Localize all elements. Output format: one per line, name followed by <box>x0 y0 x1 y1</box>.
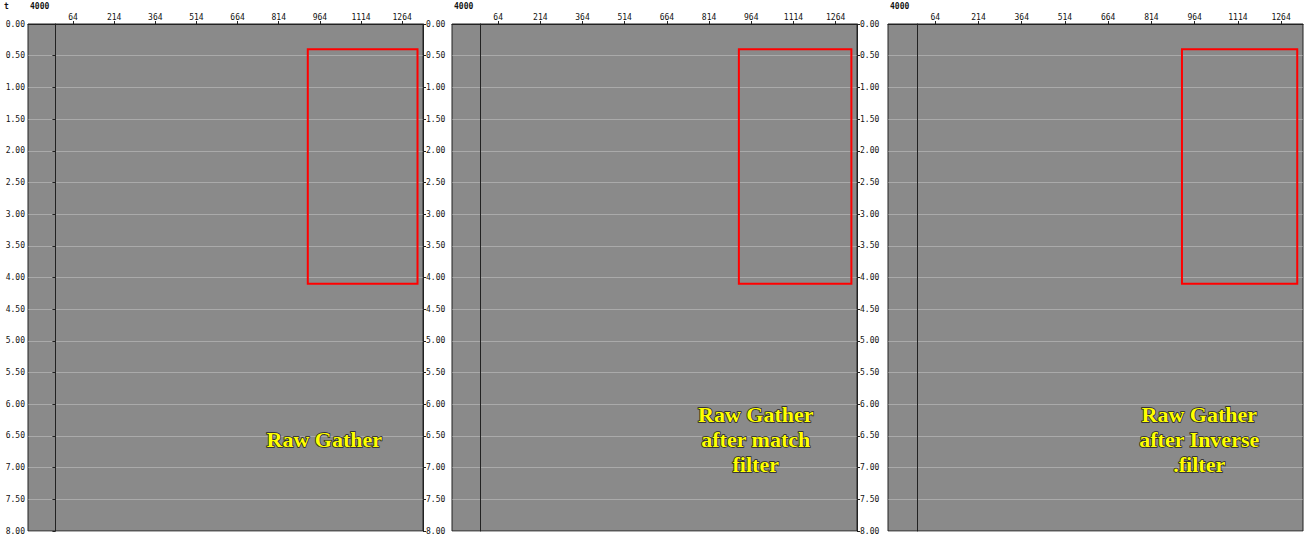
svg-text:514: 514 <box>1058 13 1073 22</box>
svg-text:1.50: 1.50 <box>6 115 25 124</box>
svg-text:5.00: 5.00 <box>426 336 445 345</box>
svg-text:514: 514 <box>617 13 632 22</box>
svg-text:3.50: 3.50 <box>6 241 25 250</box>
svg-text:3.00: 3.00 <box>6 210 25 219</box>
svg-text:964: 964 <box>1187 13 1202 22</box>
svg-text:1114: 1114 <box>784 13 803 22</box>
svg-text:64: 64 <box>930 13 940 22</box>
svg-text:5.00: 5.00 <box>860 336 879 345</box>
svg-text:.filter: .filter <box>1173 452 1225 477</box>
svg-text:6.50: 6.50 <box>860 431 879 440</box>
svg-text:Raw Gather: Raw Gather <box>1142 402 1258 427</box>
svg-text:1.00: 1.00 <box>860 83 879 92</box>
svg-text:t: t <box>4 2 9 11</box>
svg-text:7.50: 7.50 <box>426 495 445 504</box>
svg-text:3.50: 3.50 <box>426 241 445 250</box>
svg-text:664: 664 <box>660 13 675 22</box>
svg-text:1.50: 1.50 <box>426 115 445 124</box>
svg-text:664: 664 <box>1101 13 1116 22</box>
svg-text:2.50: 2.50 <box>6 178 25 187</box>
svg-text:0.50: 0.50 <box>426 51 445 60</box>
svg-text:1264: 1264 <box>1271 13 1290 22</box>
svg-text:1264: 1264 <box>826 13 845 22</box>
svg-text:4000: 4000 <box>30 2 49 11</box>
svg-text:4.00: 4.00 <box>6 273 25 282</box>
svg-text:4.50: 4.50 <box>6 305 25 314</box>
svg-text:4.50: 4.50 <box>426 305 445 314</box>
svg-text:364: 364 <box>575 13 590 22</box>
svg-text:964: 964 <box>744 13 759 22</box>
svg-text:0.50: 0.50 <box>860 51 879 60</box>
svg-text:664: 664 <box>230 13 245 22</box>
svg-text:2.00: 2.00 <box>860 146 879 155</box>
svg-text:3.50: 3.50 <box>860 241 879 250</box>
svg-text:4000: 4000 <box>454 2 473 11</box>
svg-text:6.50: 6.50 <box>426 431 445 440</box>
svg-text:1114: 1114 <box>1228 13 1247 22</box>
svg-text:514: 514 <box>189 13 204 22</box>
svg-text:64: 64 <box>493 13 503 22</box>
svg-text:7.50: 7.50 <box>6 495 25 504</box>
svg-text:2.50: 2.50 <box>860 178 879 187</box>
svg-text:814: 814 <box>1144 13 1159 22</box>
svg-text:2.00: 2.00 <box>426 146 445 155</box>
svg-text:after match: after match <box>701 427 810 452</box>
svg-text:7.00: 7.00 <box>860 463 879 472</box>
svg-text:7.50: 7.50 <box>860 495 879 504</box>
svg-text:214: 214 <box>971 13 986 22</box>
svg-text:4.00: 4.00 <box>426 273 445 282</box>
svg-text:5.50: 5.50 <box>860 368 879 377</box>
svg-text:814: 814 <box>271 13 286 22</box>
svg-text:7.00: 7.00 <box>6 463 25 472</box>
svg-text:1114: 1114 <box>351 13 370 22</box>
svg-text:3.00: 3.00 <box>426 210 445 219</box>
svg-text:8.00: 8.00 <box>6 527 25 536</box>
svg-text:Raw Gather: Raw Gather <box>267 427 383 452</box>
svg-text:0.50: 0.50 <box>6 51 25 60</box>
svg-text:0.00: 0.00 <box>426 20 445 29</box>
svg-text:6.00: 6.00 <box>426 400 445 409</box>
svg-text:364: 364 <box>148 13 163 22</box>
svg-text:6.00: 6.00 <box>860 400 879 409</box>
svg-text:4.00: 4.00 <box>860 273 879 282</box>
svg-text:214: 214 <box>107 13 122 22</box>
svg-text:8.00: 8.00 <box>426 527 445 536</box>
svg-text:after Inverse: after Inverse <box>1139 427 1259 452</box>
svg-text:7.00: 7.00 <box>426 463 445 472</box>
svg-text:214: 214 <box>533 13 548 22</box>
svg-text:5.00: 5.00 <box>6 336 25 345</box>
svg-text:5.50: 5.50 <box>6 368 25 377</box>
svg-text:6.50: 6.50 <box>6 431 25 440</box>
svg-text:1.00: 1.00 <box>6 83 25 92</box>
svg-text:4000: 4000 <box>890 2 909 11</box>
svg-text:364: 364 <box>1014 13 1029 22</box>
svg-text:6.00: 6.00 <box>6 400 25 409</box>
svg-text:1.00: 1.00 <box>426 83 445 92</box>
svg-text:964: 964 <box>313 13 328 22</box>
svg-text:814: 814 <box>702 13 717 22</box>
svg-text:Raw Gather: Raw Gather <box>698 402 814 427</box>
svg-text:3.00: 3.00 <box>860 210 879 219</box>
svg-text:8.00: 8.00 <box>860 527 879 536</box>
svg-text:1264: 1264 <box>393 13 412 22</box>
svg-text:0.00: 0.00 <box>6 20 25 29</box>
svg-text:0.00: 0.00 <box>860 20 879 29</box>
svg-text:2.00: 2.00 <box>6 146 25 155</box>
svg-text:4.50: 4.50 <box>860 305 879 314</box>
svg-text:1.50: 1.50 <box>860 115 879 124</box>
svg-text:filter: filter <box>733 452 780 477</box>
svg-text:2.50: 2.50 <box>426 178 445 187</box>
svg-text:64: 64 <box>68 13 78 22</box>
svg-text:5.50: 5.50 <box>426 368 445 377</box>
